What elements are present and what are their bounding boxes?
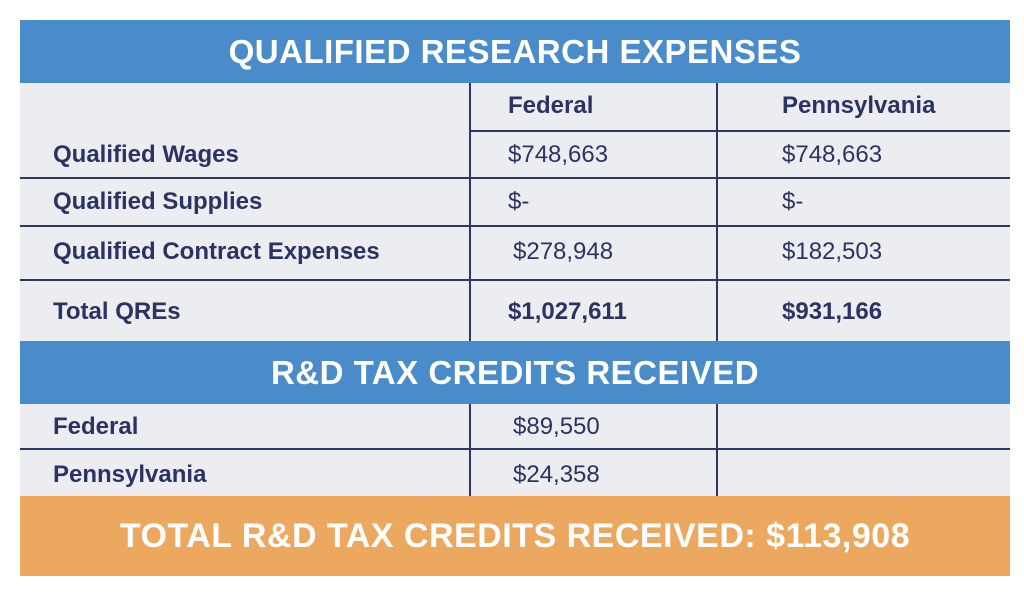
contract-federal: $278,948	[513, 238, 614, 265]
row-label-wages: Qualified Wages	[53, 141, 239, 168]
col-divider-1	[469, 83, 471, 341]
row-divider-3	[20, 279, 1010, 281]
total-credits-banner: TOTAL R&D TAX CREDITS RECEIVED: $113,908	[20, 496, 1010, 576]
total-qres-federal: $1,027,611	[508, 298, 627, 325]
row-label-total-qres: Total QREs	[53, 298, 181, 325]
credit-label-pennsylvania: Pennsylvania	[53, 461, 207, 488]
credits-title: R&D TAX CREDITS RECEIVED	[20, 341, 1010, 404]
header-divider	[469, 130, 1010, 132]
col-header-pennsylvania: Pennsylvania	[782, 92, 936, 119]
credits-col-divider-1	[469, 404, 471, 496]
qre-table: QUALIFIED RESEARCH EXPENSES Federal Penn…	[20, 20, 1010, 576]
supplies-federal: $-	[508, 188, 530, 215]
credits-row-divider	[20, 448, 1010, 450]
supplies-pennsylvania: $-	[782, 188, 804, 215]
col-header-federal: Federal	[508, 92, 594, 119]
row-divider-2	[20, 225, 1010, 227]
credit-value-federal: $89,550	[513, 413, 600, 440]
wages-federal: $748,663	[508, 141, 609, 168]
credit-value-pennsylvania: $24,358	[513, 461, 600, 488]
row-label-supplies: Qualified Supplies	[53, 188, 263, 215]
wages-pennsylvania: $748,663	[782, 141, 883, 168]
col-divider-2	[716, 83, 718, 341]
row-label-contract: Qualified Contract Expenses	[53, 238, 380, 265]
credits-col-divider-2	[716, 404, 718, 496]
contract-pennsylvania: $182,503	[782, 238, 883, 265]
total-qres-pennsylvania: $931,166	[782, 298, 883, 325]
qre-title: QUALIFIED RESEARCH EXPENSES	[20, 20, 1010, 83]
credit-label-federal: Federal	[53, 413, 139, 440]
row-divider-1	[20, 177, 1010, 179]
